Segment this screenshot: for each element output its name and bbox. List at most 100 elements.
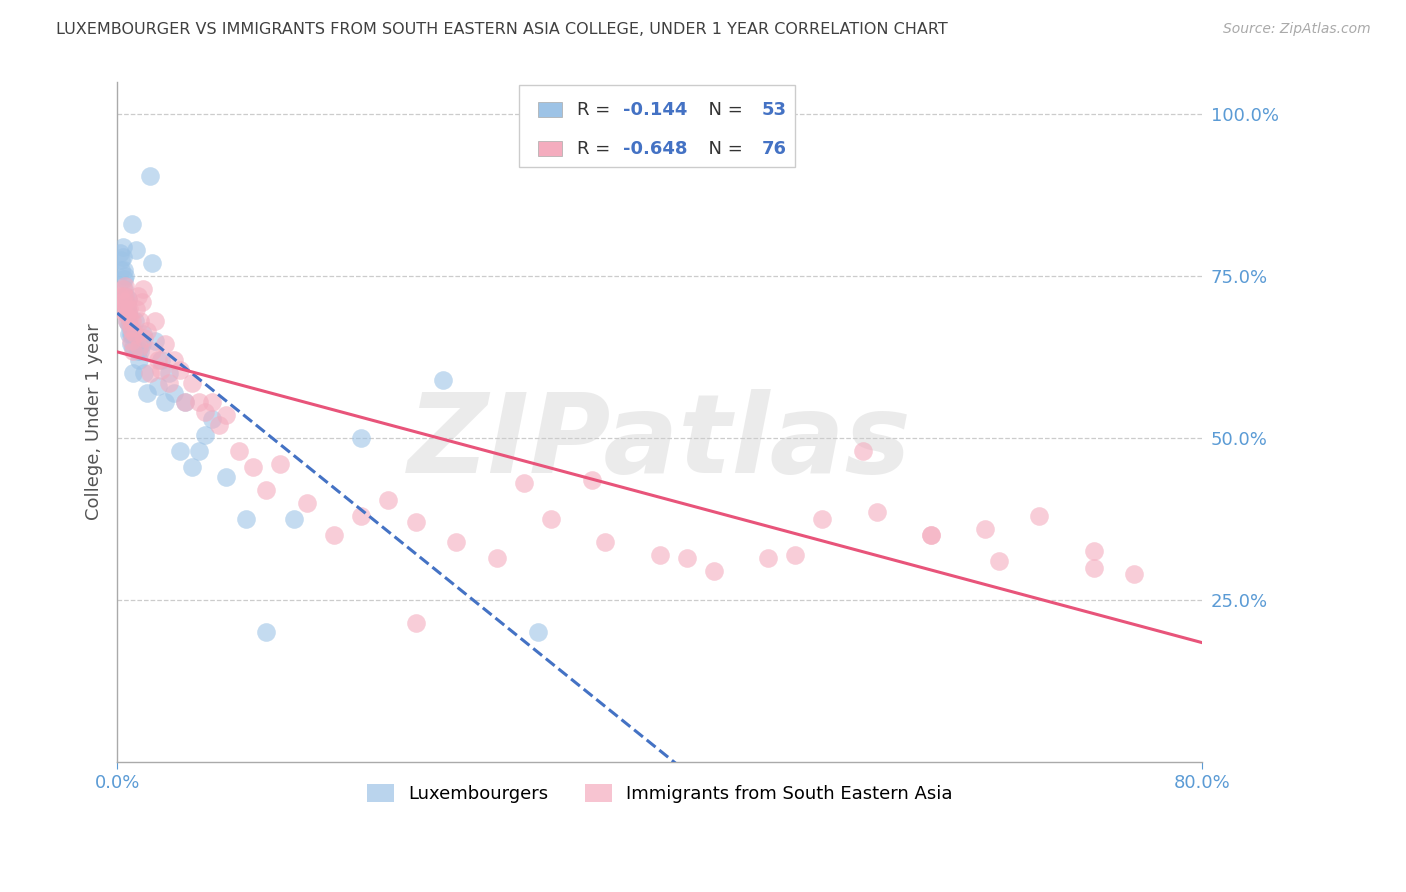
Point	[129, 314, 152, 328]
Point	[208, 418, 231, 433]
Point	[121, 327, 143, 342]
Point	[112, 305, 135, 319]
Point	[157, 376, 180, 390]
Point	[141, 256, 163, 270]
Point	[120, 327, 142, 342]
Point	[118, 318, 141, 332]
Point	[120, 321, 142, 335]
Point	[194, 405, 217, 419]
Point	[242, 460, 264, 475]
Point	[128, 353, 150, 368]
Point	[117, 292, 139, 306]
Point	[110, 252, 132, 267]
Text: LUXEMBOURGER VS IMMIGRANTS FROM SOUTH EASTERN ASIA COLLEGE, UNDER 1 YEAR CORRELA: LUXEMBOURGER VS IMMIGRANTS FROM SOUTH EA…	[56, 22, 948, 37]
Text: Source: ZipAtlas.com: Source: ZipAtlas.com	[1223, 22, 1371, 37]
Text: R =: R =	[578, 140, 616, 158]
Point	[283, 512, 305, 526]
Point	[149, 363, 172, 377]
Point	[127, 288, 149, 302]
Point	[1123, 566, 1146, 581]
Point	[194, 427, 217, 442]
Point	[111, 282, 134, 296]
Point	[174, 395, 197, 409]
Point	[974, 522, 997, 536]
Point	[215, 470, 238, 484]
Point	[121, 218, 143, 232]
Point	[122, 343, 145, 358]
Point	[138, 169, 160, 183]
Point	[405, 615, 427, 630]
Point	[121, 324, 143, 338]
Point	[187, 444, 209, 458]
Point	[201, 411, 224, 425]
Point	[114, 269, 136, 284]
Point	[920, 528, 942, 542]
Point	[405, 515, 427, 529]
Point	[118, 301, 141, 316]
Bar	[538, 142, 562, 156]
Text: 76: 76	[762, 140, 787, 158]
Point	[513, 476, 536, 491]
Point	[153, 395, 176, 409]
Point	[112, 288, 135, 302]
Point	[987, 554, 1010, 568]
Point	[350, 508, 373, 523]
Point	[269, 457, 291, 471]
Point	[675, 550, 697, 565]
Point	[132, 327, 155, 342]
Point	[756, 550, 779, 565]
Point	[146, 353, 169, 368]
Point	[201, 395, 224, 409]
Point	[1028, 508, 1050, 523]
Point	[852, 444, 875, 458]
Bar	[538, 103, 562, 117]
Point	[485, 550, 508, 565]
Point	[920, 528, 942, 542]
Point	[169, 444, 191, 458]
Point	[163, 385, 186, 400]
Point	[323, 528, 346, 542]
Text: 53: 53	[762, 101, 787, 119]
Point	[115, 301, 138, 316]
Point	[115, 314, 138, 328]
Point	[180, 376, 202, 390]
Point	[866, 506, 889, 520]
Point	[235, 512, 257, 526]
Point	[120, 337, 142, 351]
Point	[169, 363, 191, 377]
Point	[111, 295, 134, 310]
Point	[129, 343, 152, 358]
Point	[141, 343, 163, 358]
Point	[117, 292, 139, 306]
Point	[124, 327, 146, 342]
Point	[127, 343, 149, 358]
Point	[122, 366, 145, 380]
Point	[446, 534, 468, 549]
Point	[143, 334, 166, 348]
Point	[114, 295, 136, 310]
Point	[149, 353, 172, 368]
Point	[295, 496, 318, 510]
Point	[124, 314, 146, 328]
Point	[108, 246, 131, 260]
Point	[1083, 560, 1105, 574]
Point	[134, 331, 156, 345]
Point	[111, 240, 134, 254]
Point	[350, 431, 373, 445]
Point	[163, 353, 186, 368]
Point	[112, 272, 135, 286]
Legend: Luxembourgers, Immigrants from South Eastern Asia: Luxembourgers, Immigrants from South Eas…	[356, 773, 963, 814]
Point	[117, 305, 139, 319]
Y-axis label: College, Under 1 year: College, Under 1 year	[86, 324, 103, 520]
Point	[703, 564, 725, 578]
Point	[136, 324, 159, 338]
Point	[110, 262, 132, 277]
Text: R =: R =	[578, 101, 616, 119]
Point	[115, 298, 138, 312]
Point	[432, 373, 454, 387]
Point	[128, 340, 150, 354]
Point	[112, 282, 135, 296]
Point	[581, 473, 603, 487]
Point	[138, 366, 160, 380]
Point	[125, 244, 148, 258]
